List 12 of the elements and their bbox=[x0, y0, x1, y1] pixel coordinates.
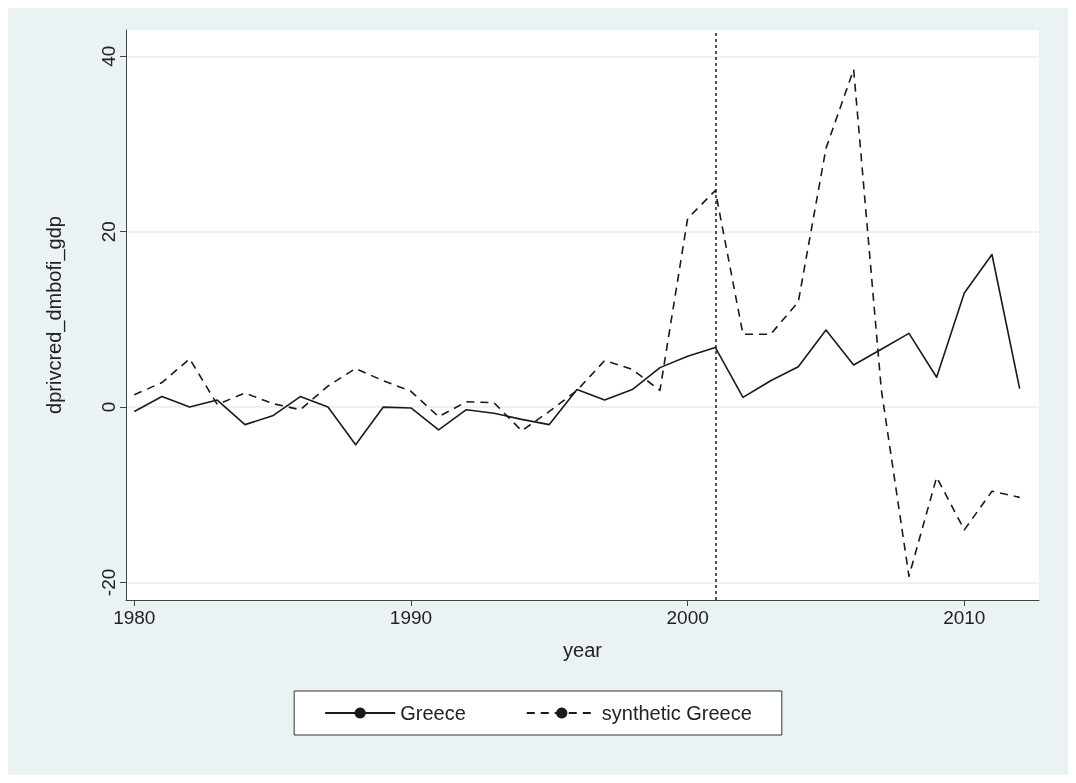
y-axis-title: dprivcred_dmbofi_gdp bbox=[43, 216, 66, 414]
y-tick-label: 20 bbox=[98, 221, 119, 243]
x-axis-title: year bbox=[563, 639, 603, 661]
legend-label: synthetic Greece bbox=[601, 702, 752, 724]
x-tick-label: 2010 bbox=[943, 607, 986, 628]
y-tick-label: 40 bbox=[98, 45, 119, 67]
legend-label: Greece bbox=[400, 702, 466, 724]
x-tick-label: 1990 bbox=[389, 607, 433, 628]
y-tick-label: 0 bbox=[98, 401, 119, 413]
y-tick-label: -20 bbox=[98, 568, 119, 597]
x-tick-label: 1980 bbox=[113, 607, 156, 628]
x-tick-label: 2000 bbox=[666, 607, 709, 628]
